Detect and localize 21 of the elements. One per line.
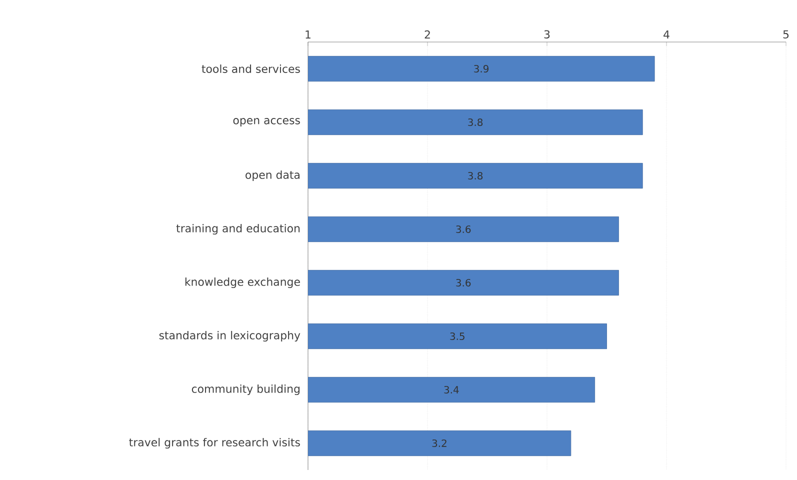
data-label: 3.8 xyxy=(468,172,483,180)
y-tick-label: open data xyxy=(246,170,300,182)
data-label: 3.2 xyxy=(432,439,446,448)
data-label: 3.6 xyxy=(456,225,471,234)
x-tick-label: 2 xyxy=(424,30,430,38)
y-tick-label: community building xyxy=(192,384,300,396)
y-tick-label: tools and services xyxy=(202,64,300,73)
y-tick-label: open access xyxy=(233,118,300,126)
x-tick-label: 1 xyxy=(306,30,310,38)
y-tick-label: standards in lexicography xyxy=(159,330,300,342)
y-tick-label: knowledge exchange xyxy=(185,277,300,288)
y-tick-label: training and education xyxy=(176,224,300,235)
data-label: 3.8 xyxy=(468,118,483,126)
data-label: 3.6 xyxy=(456,278,471,287)
y-tick-label: travel grants for research visits xyxy=(129,438,300,449)
x-tick-label: 3 xyxy=(544,30,550,38)
x-tick-label: 4 xyxy=(664,30,670,38)
x-tick-label: 5 xyxy=(783,30,789,38)
data-label: 3.4 xyxy=(444,386,459,394)
data-label: 3.9 xyxy=(474,64,488,73)
data-label: 3.5 xyxy=(450,332,464,340)
